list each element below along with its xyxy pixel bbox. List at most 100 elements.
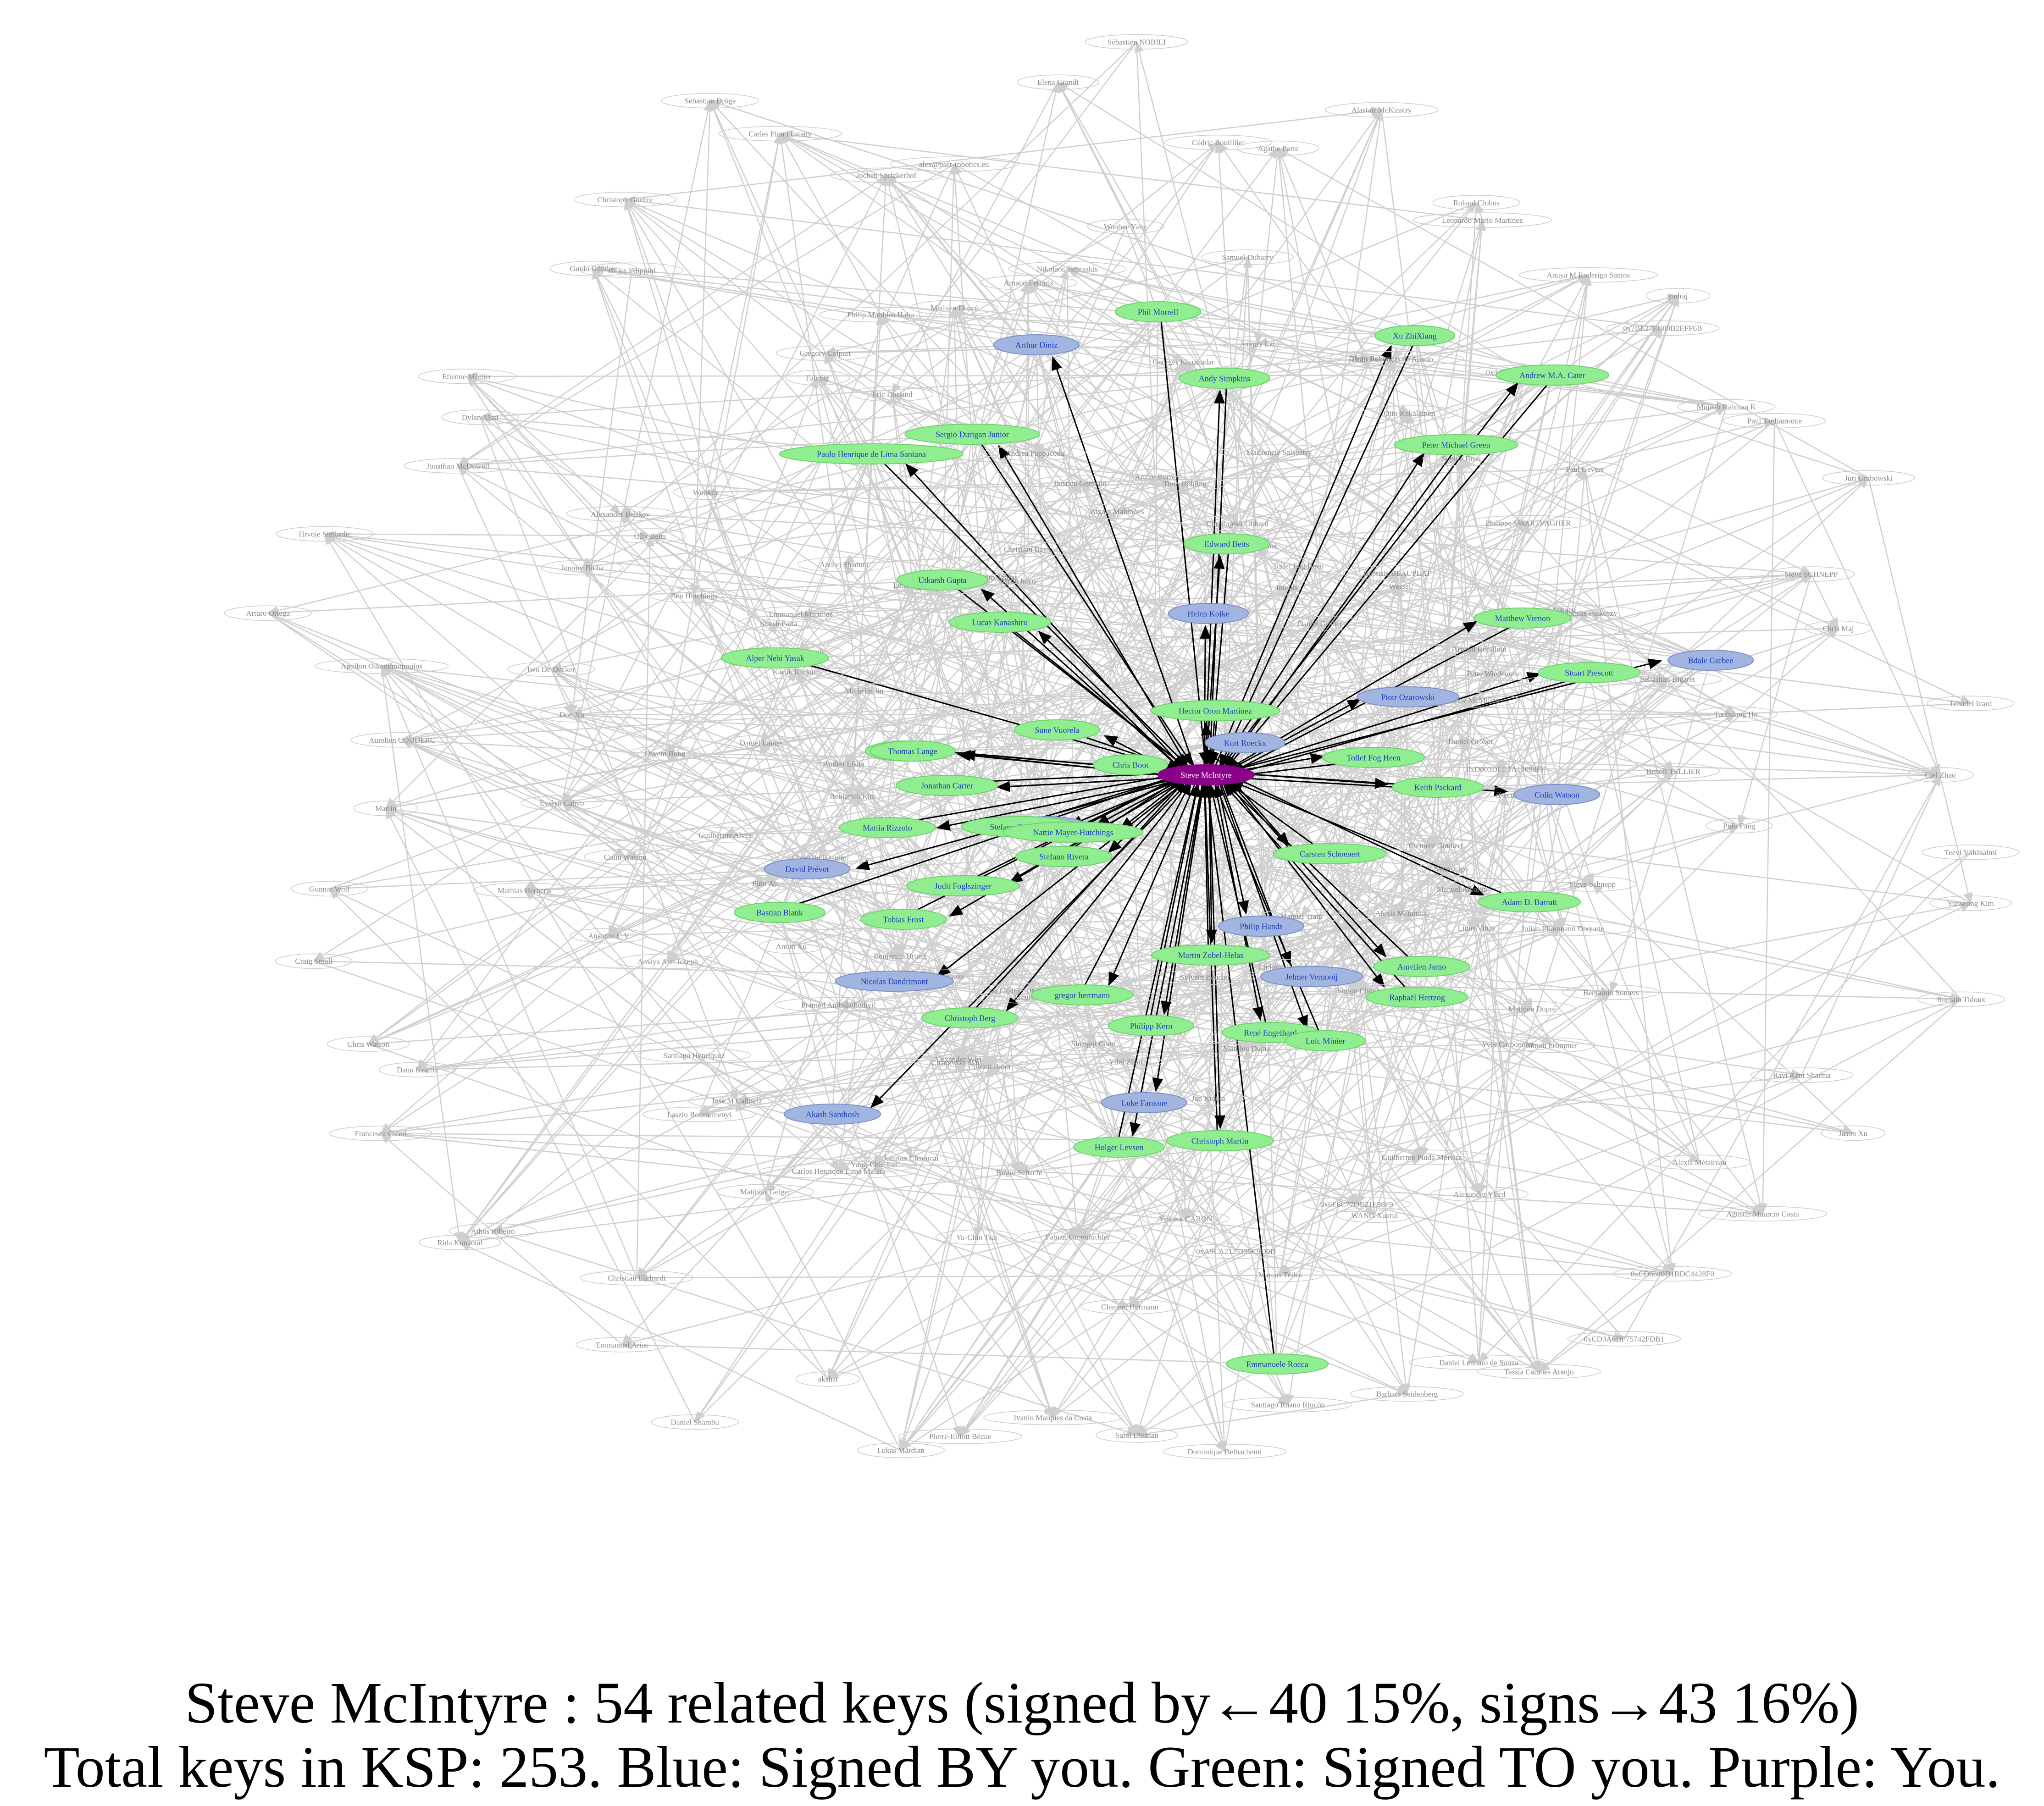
edge-gray [998,618,1590,674]
edge-gray [1415,375,1553,999]
edge-gray [837,883,1593,1008]
node-label: Ben Hutchings [671,591,718,600]
node-label: Cédric Boutillier [1192,138,1245,147]
edge-gray [953,304,1553,376]
node-label: Chris Boot [1113,760,1149,769]
node-label: Utkarsh Gupta [918,575,966,585]
edge-gray [953,306,1118,512]
node-shape [1822,470,1915,486]
node-shape [1343,565,1451,581]
node-shape [1804,620,1872,636]
node-label: Mathias Herberts [498,886,552,895]
node-lo-c-minier: Loïc Minier [1285,1030,1366,1051]
edge-gray [1029,343,1258,992]
node-mattia-rizzolo: Mattia Rizzolo [838,817,936,838]
edge-gray [779,133,1131,765]
edge-gray [870,344,1037,455]
node-mathias-herberts: Mathias Herberts [473,883,576,898]
edge-gray [832,371,1527,1115]
node-samuel-dubarry: Samuel Dubarry [1201,249,1294,265]
edge-gray [774,453,872,658]
edge-gray [385,807,901,958]
node-shape [774,997,903,1013]
node-label: Jeremy Bicha [561,563,604,572]
edge-gray [1478,794,1509,1363]
edge-gray [479,417,738,1102]
node-shape [1030,984,1134,1005]
edge-gray [1359,795,1506,992]
node-daniel-lenharo-de-souza: Daniel Lenharo de Souza [1409,1354,1549,1370]
node-label: Lukas Märdian [877,1446,925,1455]
node-shape [1350,1386,1464,1402]
node-label: Christoph Goehre [597,195,653,204]
node-label: Alexander Belikov [591,510,650,519]
node-label: gregor herrmann [1055,990,1110,1000]
edge-gray [880,314,1246,743]
node-jose-m-calhariz: Jose M Calhariz [687,1093,786,1109]
node-label: Tobias Frost [883,915,924,924]
node-0xcd3a6df75742fdb1: 0xCD3A6DF75742FDB1 [1567,1331,1681,1347]
edge-gray [1028,282,1737,715]
node-shape [276,526,374,542]
node-label: Francesca Ciceri [355,1129,407,1138]
edge-gray [852,796,1054,1419]
node-s-bastien-nobili: Sébastien NOBILI [1085,34,1188,50]
node-gunnar-wolf: Gunnar Wolf [291,881,368,897]
edge-gray [976,574,1971,704]
edge-gray [624,196,1663,329]
node-shape [716,1184,814,1199]
node-benjamin-kim: Benjamin Kim [811,788,894,804]
node-label: Yves Carbonnier [1482,1040,1534,1049]
node-shape [1092,754,1169,775]
node-label: 0xD003DEC7A17098FF [1467,765,1545,774]
edge-gray [1129,1204,1357,1308]
node-shape [1695,706,1778,722]
edge-gray [465,371,1553,381]
node-label: WANG Xuerui [1351,1211,1398,1220]
node-label: Sophie Brun [1442,454,1481,463]
node-sune-vuorela: Sune Vuorela [1014,719,1101,740]
edge-gray [690,100,711,597]
edge-gray [1034,343,1278,1364]
edge-gray [636,916,1302,1279]
node-label: Hrvoje Simurdic [299,530,351,538]
node-label: Alastair McKinstry [1352,106,1412,115]
edge-signed-by-you [1108,784,1196,986]
edge-signed-by-you [1230,699,1362,770]
node-label: Mattia Rizzolo [863,823,912,832]
node-michelle-jin: Michelle Jin [823,683,906,699]
node-shape [1260,966,1363,987]
node-shape [983,445,1087,461]
node-label: Stefano Rivera [1039,852,1088,861]
edge-gray [1057,81,1526,373]
node-label: Christopher Obbard [1207,519,1269,528]
edge-signed-by-you [1214,784,1263,1021]
node-label: Woobee Yang [1104,222,1147,231]
edge-gray [524,889,991,1067]
node-sylvain-beucler: Sylvain Beucler [1156,969,1254,985]
node-label: Daniel Lange [740,739,782,747]
node-shape [759,938,824,954]
node-shape [783,1104,881,1125]
node-shape [570,928,648,944]
node-label: Guilherme Alves [698,831,752,839]
edge-gray [953,307,1711,661]
edge-gray [704,489,1711,661]
edge-gray [1279,851,1971,1276]
node-nattie-mayer-hutchings: Nattie Mayer-Hutchings [1003,822,1144,843]
edge-gray [329,458,1462,889]
edge-signed-by-you [1219,783,1308,1030]
edge-gray [1047,343,1258,828]
edge-gray [1118,585,1401,1148]
caption-line-1: Steve McIntyre : 54 related keys (signed… [185,1670,1859,1735]
node-daniel-lange: Daniel Lange [719,735,802,751]
node-agathe-porte: Agathe Porte [1236,140,1320,156]
edge-gray [1057,81,1530,902]
node-dylan-a-ssi: Dylan Aïssi [441,409,519,425]
node-olly-betts: Olly Betts [614,528,687,544]
node-shape [541,560,624,575]
edge-gray [313,961,1480,1364]
node-label: Yu-Chin Tsai [956,1233,997,1242]
edge-gray [760,344,1037,744]
node-shape [418,369,516,384]
